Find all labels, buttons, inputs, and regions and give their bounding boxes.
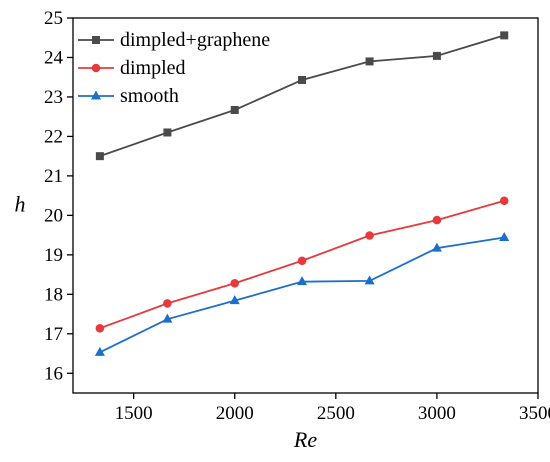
y-tick-label: 16 xyxy=(44,363,63,384)
data-point xyxy=(230,105,239,114)
data-point xyxy=(163,299,172,308)
legend-item: smooth xyxy=(78,85,179,107)
data-point xyxy=(230,278,240,288)
data-point xyxy=(297,256,307,266)
y-tick-label: 24 xyxy=(44,47,64,68)
data-point xyxy=(500,31,509,40)
y-tick-label: 20 xyxy=(44,205,63,226)
plot-area xyxy=(72,17,539,394)
data-point xyxy=(432,51,441,60)
legend-item: dimpled+graphene xyxy=(78,29,270,51)
y-tick-label: 18 xyxy=(44,284,63,305)
data-point xyxy=(499,196,509,206)
legend-marker xyxy=(91,63,101,73)
x-tick-label: 1500 xyxy=(115,403,153,424)
data-point xyxy=(162,313,173,323)
data-point xyxy=(365,231,374,240)
data-point xyxy=(95,323,105,333)
x-axis-title: Re xyxy=(293,427,317,452)
data-point xyxy=(297,276,308,286)
y-tick-label: 17 xyxy=(44,324,63,345)
y-tick-label: 19 xyxy=(44,245,63,266)
series-line xyxy=(99,236,505,354)
x-tick-label: 3500 xyxy=(519,403,550,424)
y-axis-title: h xyxy=(15,192,26,217)
data-point xyxy=(364,275,375,285)
data-point xyxy=(163,128,172,137)
y-tick-label: 23 xyxy=(44,87,63,108)
y-tick-label: 21 xyxy=(44,166,63,187)
data-point xyxy=(431,242,442,252)
y-tick-label: 25 xyxy=(44,8,63,29)
x-tick-label: 2000 xyxy=(216,403,254,424)
data-point xyxy=(298,75,307,84)
data-point xyxy=(229,295,240,305)
legend-marker xyxy=(91,90,101,100)
x-tick-label: 2500 xyxy=(317,403,355,424)
legend: dimpled+graphene dimpled smooth xyxy=(78,29,270,107)
x-tick-label: 3000 xyxy=(418,403,456,424)
legend-label: dimpled xyxy=(120,57,186,79)
series-2 xyxy=(94,231,510,356)
data-point xyxy=(94,346,105,356)
series-0 xyxy=(95,31,509,161)
axis-ticks: 1500 2000 2500 3000 3500 16 17 18 19 20 21 22 23 24 25 xyxy=(44,8,550,424)
data-point xyxy=(499,231,510,241)
plot-border xyxy=(72,17,539,394)
data-point xyxy=(95,152,104,161)
legend-label: dimpled+graphene xyxy=(120,29,270,51)
series-1 xyxy=(95,196,509,333)
y-tick-label: 22 xyxy=(44,126,63,147)
legend-item: dimpled xyxy=(78,57,186,79)
legend-label: smooth xyxy=(120,85,179,107)
legend-marker xyxy=(92,36,100,44)
data-point xyxy=(365,57,374,66)
data-point xyxy=(432,215,442,225)
series-layer xyxy=(94,31,510,356)
